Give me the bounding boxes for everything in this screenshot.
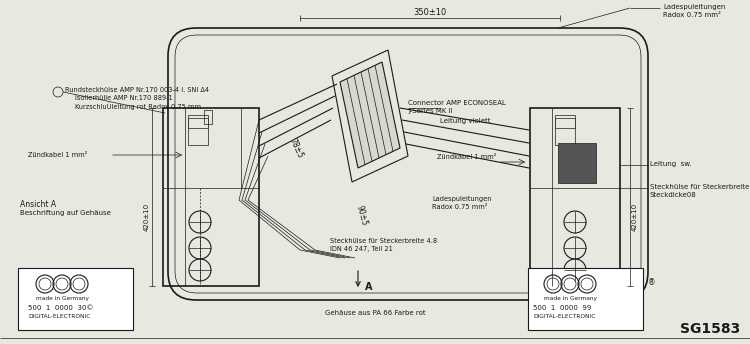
- Text: 420±10: 420±10: [632, 203, 638, 231]
- Text: Steckhülse für Steckerbreite 4.8: Steckhülse für Steckerbreite 4.8: [330, 238, 437, 244]
- Text: Radox 0.75 mm²: Radox 0.75 mm²: [663, 12, 721, 18]
- Text: Beschriftung auf Gehäuse: Beschriftung auf Gehäuse: [20, 210, 111, 216]
- Text: Leitung violett: Leitung violett: [440, 118, 491, 124]
- Text: 350±10: 350±10: [413, 8, 447, 17]
- Text: KurzschluÛleitung rot Radox 0.75 mm: KurzschluÛleitung rot Radox 0.75 mm: [75, 103, 201, 110]
- Text: Zündkabel 1 mm²: Zündkabel 1 mm²: [28, 152, 87, 158]
- Bar: [163, 108, 259, 286]
- Text: Steckhülse für Steckerbreite 6.3: Steckhülse für Steckerbreite 6.3: [650, 184, 750, 190]
- Text: SG1583: SG1583: [680, 322, 740, 336]
- Bar: [18, 268, 133, 330]
- Text: DIGITAL-ELECTRONIC: DIGITAL-ELECTRONIC: [533, 314, 596, 319]
- Bar: [528, 268, 643, 330]
- Text: Leitung  sw.: Leitung sw.: [650, 161, 692, 167]
- Text: Rundsteckhülse AMP Nr.170 003-4 l. SNI Δ4: Rundsteckhülse AMP Nr.170 003-4 l. SNI Δ…: [65, 87, 209, 93]
- Text: Radox 0.75 mm²: Radox 0.75 mm²: [432, 204, 488, 210]
- Bar: [555, 118, 575, 128]
- Text: 90±5: 90±5: [355, 204, 369, 226]
- Text: Steckdicke08: Steckdicke08: [650, 192, 697, 198]
- Bar: [530, 108, 620, 286]
- Text: Gehäuse aus PA 66 Farbe rot: Gehäuse aus PA 66 Farbe rot: [325, 310, 425, 316]
- Text: A: A: [365, 282, 373, 292]
- Text: Isolierhülle AMP Nr.170 889-1: Isolierhülle AMP Nr.170 889-1: [75, 95, 172, 101]
- Bar: [555, 115, 575, 145]
- Text: IDN 46 247, Teil 21: IDN 46 247, Teil 21: [330, 246, 393, 252]
- Bar: [188, 118, 208, 128]
- Text: 500  1  0000  30©: 500 1 0000 30©: [28, 305, 94, 311]
- Text: J-Series MK II: J-Series MK II: [408, 108, 452, 114]
- Text: made in Germany: made in Germany: [544, 296, 596, 301]
- Text: Ansicht A: Ansicht A: [20, 200, 56, 209]
- Text: 500  1  0000  99: 500 1 0000 99: [533, 305, 591, 311]
- Text: Connector AMP ECONOSEAL: Connector AMP ECONOSEAL: [408, 100, 506, 106]
- Polygon shape: [340, 62, 400, 168]
- Text: Ladespuleitungen: Ladespuleitungen: [663, 4, 725, 10]
- Bar: [188, 115, 208, 145]
- Bar: [558, 143, 596, 183]
- Text: DIGITAL-ELECTRONIC: DIGITAL-ELECTRONIC: [28, 314, 90, 319]
- Text: made in Germany: made in Germany: [35, 296, 88, 301]
- Bar: [204, 110, 212, 124]
- Text: Zündkabel 1 mm²: Zündkabel 1 mm²: [437, 154, 497, 160]
- Text: 420±10: 420±10: [144, 203, 150, 231]
- Text: Ladespuleitungen: Ladespuleitungen: [432, 196, 491, 202]
- Text: 78±5: 78±5: [287, 137, 304, 159]
- Text: ®: ®: [648, 278, 656, 287]
